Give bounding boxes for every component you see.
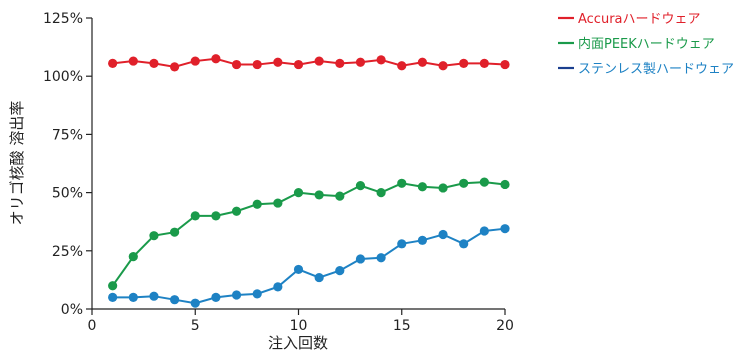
data-point <box>211 292 221 302</box>
data-point <box>170 227 180 237</box>
data-point <box>190 298 200 308</box>
data-point <box>355 254 366 264</box>
x-tick-label: 10 <box>290 318 308 334</box>
data-point <box>149 58 159 68</box>
series-line <box>112 227 506 305</box>
y-tick-label: 100% <box>43 69 83 85</box>
data-point <box>335 265 345 276</box>
data-point <box>252 199 262 209</box>
data-point <box>438 229 448 240</box>
data-point <box>397 239 407 249</box>
data-point <box>273 57 283 67</box>
data-point <box>397 61 407 71</box>
data-point <box>479 226 489 236</box>
data-point <box>273 198 283 208</box>
x-tick-label: 15 <box>393 318 411 334</box>
data-point <box>417 57 427 67</box>
data-point <box>128 292 138 302</box>
data-point <box>479 58 489 68</box>
data-point <box>335 191 345 201</box>
data-point <box>252 289 262 299</box>
series-layer <box>108 54 510 308</box>
data-point <box>355 181 366 191</box>
data-point <box>500 224 510 234</box>
data-point <box>438 183 448 193</box>
data-point <box>293 264 304 275</box>
data-point <box>128 252 138 262</box>
series-1 <box>108 54 510 72</box>
data-point <box>211 211 221 221</box>
x-tick-label: 5 <box>191 318 200 334</box>
data-point <box>231 206 242 216</box>
data-point <box>190 56 200 66</box>
data-point <box>459 239 469 249</box>
data-point <box>252 59 262 70</box>
y-tick-label: 0% <box>61 302 83 318</box>
data-point <box>293 188 304 198</box>
data-point <box>459 178 469 188</box>
data-point <box>231 290 242 300</box>
data-point <box>500 179 510 190</box>
data-point <box>479 177 489 187</box>
data-point <box>335 58 345 68</box>
data-point <box>397 178 407 188</box>
y-tick-label: 25% <box>52 244 83 260</box>
data-point <box>273 282 283 292</box>
data-point <box>211 54 221 64</box>
data-point <box>108 58 118 68</box>
data-point <box>417 182 427 192</box>
x-tick-label: 20 <box>496 318 514 334</box>
data-point <box>314 190 324 200</box>
data-point <box>108 281 118 291</box>
x-ticks: 0 5 10 15 20 <box>88 309 514 334</box>
data-point <box>170 62 180 72</box>
data-point <box>149 231 159 241</box>
data-point <box>500 59 510 70</box>
data-point <box>170 295 180 305</box>
y-axis-title: オリゴ核酸 溶出率 <box>8 101 26 226</box>
data-point <box>417 235 427 245</box>
data-point <box>190 211 200 221</box>
data-point <box>128 56 138 66</box>
data-point <box>293 59 304 70</box>
data-point <box>459 58 469 68</box>
data-point <box>355 57 366 67</box>
x-axis-title: 注入回数 <box>268 334 328 352</box>
y-ticks: 0% 25% 50% 75% 100% 125% <box>43 11 92 318</box>
data-point <box>376 253 386 263</box>
data-point <box>438 61 448 71</box>
data-point <box>376 55 386 65</box>
data-point <box>376 188 386 198</box>
data-point <box>149 291 159 301</box>
data-point <box>314 272 324 283</box>
data-point <box>108 292 118 302</box>
legend-label: 内面PEEKハードウェア <box>578 36 715 52</box>
legend-label: Accuraハードウェア <box>578 12 701 27</box>
data-point <box>231 59 242 70</box>
series-2 <box>108 177 510 291</box>
y-tick-label: 50% <box>52 186 83 202</box>
legend-label: ステンレス製ハードウェア <box>578 62 734 77</box>
series-3 <box>108 224 510 308</box>
x-tick-label: 0 <box>88 318 97 334</box>
data-point <box>314 56 324 66</box>
y-tick-label: 125% <box>43 11 83 27</box>
y-tick-label: 75% <box>52 127 83 143</box>
